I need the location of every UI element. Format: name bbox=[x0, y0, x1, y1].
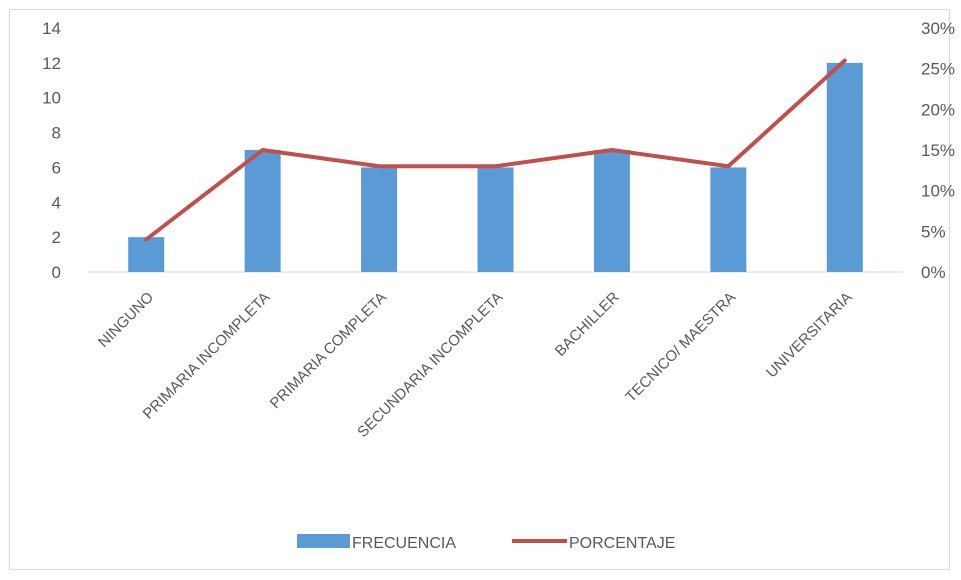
left-tick-label: 14 bbox=[42, 19, 61, 38]
legend-label-frecuencia: FRECUENCIA bbox=[352, 535, 456, 552]
line-path bbox=[144, 58, 847, 242]
bar bbox=[244, 150, 281, 272]
bar bbox=[361, 167, 398, 272]
right-tick-label: 10% bbox=[921, 182, 955, 201]
line-series bbox=[144, 58, 847, 242]
left-tick-label: 0 bbox=[52, 263, 61, 282]
legend-swatch-frecuencia bbox=[297, 534, 350, 548]
bar bbox=[593, 150, 630, 272]
right-tick-label: 25% bbox=[921, 60, 955, 79]
bar bbox=[826, 62, 863, 272]
left-tick-label: 6 bbox=[52, 158, 61, 177]
right-tick-label: 0% bbox=[921, 263, 946, 282]
category-label: BACHILLER bbox=[552, 289, 623, 360]
category-label: PRIMARIA INCOMPLETA bbox=[140, 289, 274, 423]
bar bbox=[128, 237, 165, 272]
category-label: NINGUNO bbox=[95, 289, 157, 351]
left-tick-label: 12 bbox=[42, 54, 61, 73]
left-tick-label: 4 bbox=[52, 193, 61, 212]
bar bbox=[477, 167, 514, 272]
category-label: TECNICO/ MAESTRA bbox=[622, 289, 739, 406]
right-axis-ticks: 0% 5% 10% 15% 20% 25% 30% bbox=[921, 19, 955, 282]
bar-series bbox=[128, 62, 863, 272]
right-tick-label: 15% bbox=[921, 141, 955, 160]
right-tick-label: 20% bbox=[921, 100, 955, 119]
legend-label-porcentaje: PORCENTAJE bbox=[569, 535, 675, 552]
left-tick-label: 10 bbox=[42, 89, 61, 108]
left-tick-label: 8 bbox=[52, 124, 61, 143]
right-tick-label: 30% bbox=[921, 19, 955, 38]
chart-area bbox=[9, 9, 950, 570]
left-tick-label: 2 bbox=[52, 228, 61, 247]
category-label: PRIMARIA COMPLETA bbox=[267, 289, 390, 412]
bar bbox=[710, 167, 747, 272]
category-label: UNIVERSITARIA bbox=[763, 289, 856, 382]
legend: FRECUENCIA PORCENTAJE bbox=[297, 534, 675, 552]
left-axis-ticks: 0 2 4 6 8 10 12 14 bbox=[42, 19, 61, 282]
right-tick-label: 5% bbox=[921, 222, 946, 241]
